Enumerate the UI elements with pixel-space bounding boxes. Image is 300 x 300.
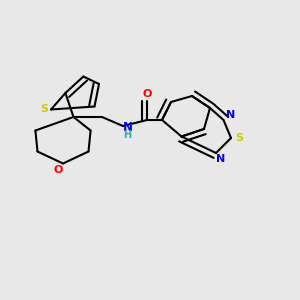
Text: S: S	[236, 133, 243, 143]
Text: O: O	[54, 165, 63, 175]
Text: N: N	[226, 110, 236, 121]
Text: H: H	[123, 130, 132, 140]
Text: N: N	[216, 154, 225, 164]
Text: S: S	[40, 104, 48, 115]
Text: N: N	[122, 121, 133, 134]
Text: O: O	[142, 89, 152, 99]
